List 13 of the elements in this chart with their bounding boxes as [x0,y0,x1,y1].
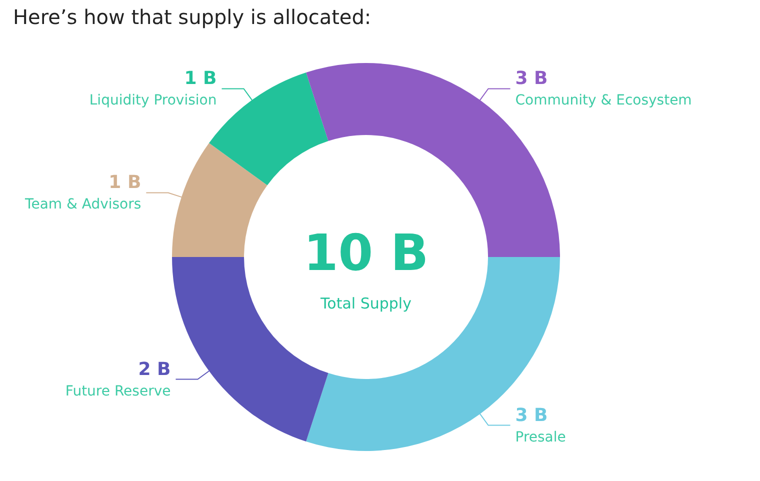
slice-label: Future Reserve [65,383,171,400]
slice-label: Liquidity Provision [89,92,217,109]
data-label: 2 B [138,358,171,380]
text: Total Supply [320,294,412,312]
text: 10 B [303,224,429,282]
data-label: 1 B [184,68,217,90]
slice-label: Presale [515,429,566,446]
data-label: 3 B [515,68,548,90]
data-label: 3 B [515,404,548,426]
slice-label: Community & Ecosystem [515,92,692,109]
chart-title: Here’s how that supply is allocated: [13,5,372,29]
slice-label: Team & Advisors [24,196,142,213]
data-label: 1 B [108,172,142,194]
